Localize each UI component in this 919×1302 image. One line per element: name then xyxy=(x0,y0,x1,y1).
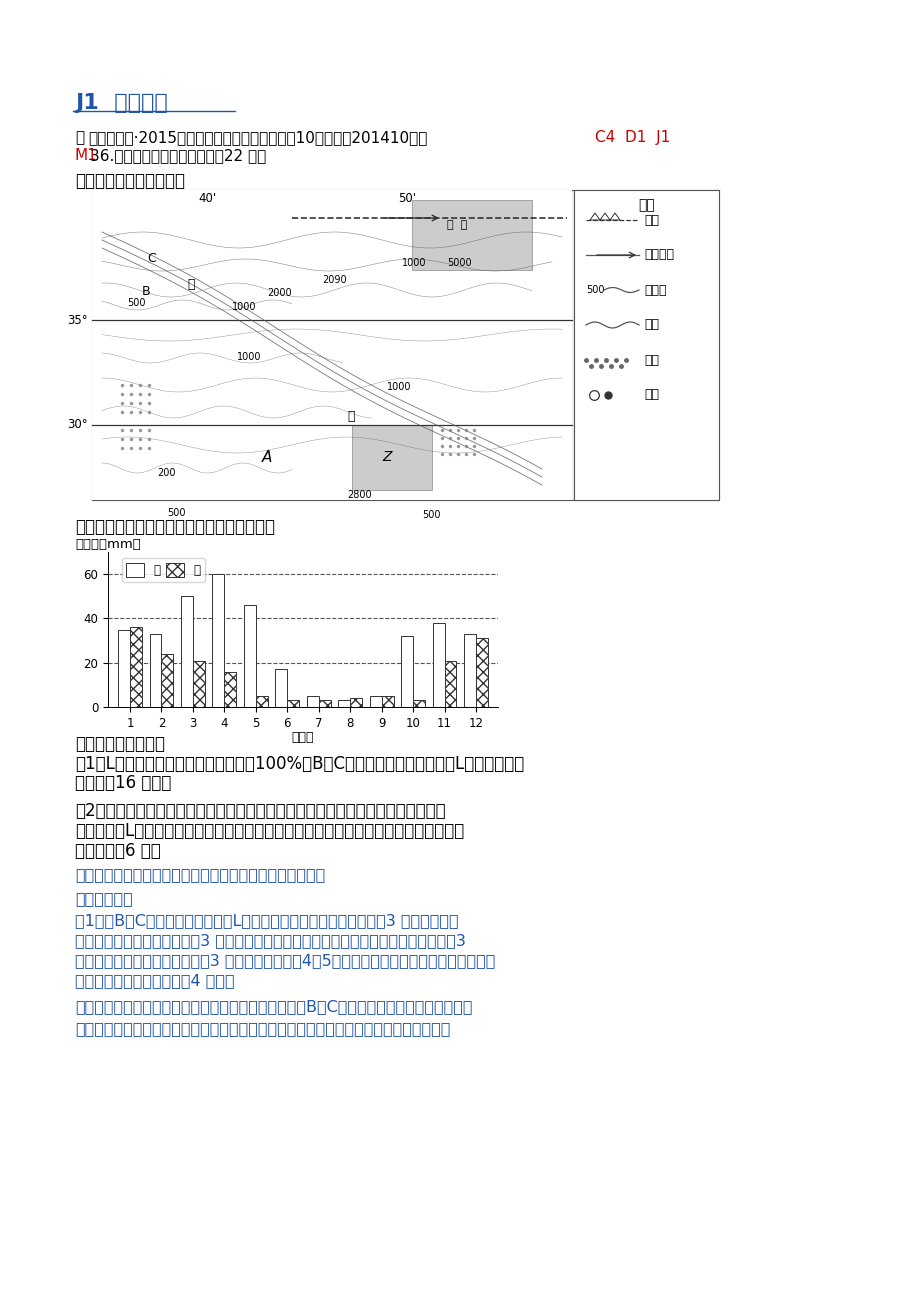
Bar xyxy=(463,634,475,707)
Text: 等高线: 等高线 xyxy=(643,284,665,297)
Text: 2090: 2090 xyxy=(322,275,346,285)
Text: 春季积雪融化补充河流）（4 分）。: 春季积雪融化补充河流）（4 分）。 xyxy=(75,973,234,988)
Bar xyxy=(92,190,572,500)
Bar xyxy=(338,700,350,707)
Text: 500: 500 xyxy=(127,298,145,309)
Text: 1000: 1000 xyxy=(232,302,256,312)
Text: （1）（B、C两国位于河流上游）L河上游为山地高原，距离海洋近（3 分），冬季受: （1）（B、C两国位于河流上游）L河上游为山地高原，距离海洋近（3 分），冬季受 xyxy=(75,913,459,928)
Text: 36.根据材料完成下列各题。（22 分）: 36.根据材料完成下列各题。（22 分） xyxy=(90,148,266,163)
Text: 2000: 2000 xyxy=(267,288,291,298)
Text: 500: 500 xyxy=(422,510,440,519)
Polygon shape xyxy=(609,214,619,220)
Text: 35°: 35° xyxy=(67,314,88,327)
Text: 1000: 1000 xyxy=(237,352,261,362)
Polygon shape xyxy=(589,214,599,220)
Bar xyxy=(275,669,287,707)
Text: 输油方向: 输油方向 xyxy=(643,249,674,262)
Text: 沙漠: 沙漠 xyxy=(643,354,658,366)
Bar xyxy=(381,697,393,707)
Bar xyxy=(432,622,444,707)
Text: 乙: 乙 xyxy=(346,410,354,423)
Bar xyxy=(306,697,318,707)
Text: 为主，气候类型为地中海气候，冬春季受盛行西风的影响，降水较多，同时春季冰雪融水: 为主，气候类型为地中海气候，冬春季受盛行西风的影响，降水较多，同时春季冰雪融水 xyxy=(75,1021,450,1036)
Text: 甲: 甲 xyxy=(187,279,194,292)
Text: 据材料回答下列问题: 据材料回答下列问题 xyxy=(75,736,165,753)
Text: 材料二：甲、乙二城市的月平均降水量资料。: 材料二：甲、乙二城市的月平均降水量资料。 xyxy=(75,518,275,536)
Bar xyxy=(92,190,719,500)
Bar xyxy=(401,637,413,707)
Bar xyxy=(150,634,162,707)
Text: Z: Z xyxy=(381,450,391,464)
Text: 里  海: 里 海 xyxy=(447,220,467,230)
Text: 文综地理卷·2015届黑龙江省大庆铁人中学高三10月月考（201410）】: 文综地理卷·2015届黑龙江省大庆铁人中学高三10月月考（201410）】 xyxy=(88,130,427,145)
Text: 5000: 5000 xyxy=(447,258,471,268)
Text: 2800: 2800 xyxy=(346,490,371,500)
Bar xyxy=(573,190,719,500)
Text: 《知识点》本题考查河流汜期、气候特征、农业区位分析。: 《知识点》本题考查河流汜期、气候特征、农业区位分析。 xyxy=(75,867,325,881)
Text: 图例: 图例 xyxy=(638,198,654,212)
Bar xyxy=(118,629,130,707)
Polygon shape xyxy=(599,214,609,220)
Text: 国界: 国界 xyxy=(643,214,658,227)
Bar xyxy=(255,697,267,707)
Bar xyxy=(444,660,456,707)
Bar xyxy=(287,700,299,707)
Legend: 甲, 乙: 甲, 乙 xyxy=(121,557,205,582)
Text: 长习性。（6 分）: 长习性。（6 分） xyxy=(75,842,161,861)
Text: 材料一：世界某区域图。: 材料一：世界某区域图。 xyxy=(75,172,185,190)
Text: B: B xyxy=(142,285,151,298)
Text: 酒的原料。L河中游流域地区是世界上最大的枣椰产区，根据其分布区位，推测枣椰的生: 酒的原料。L河中游流域地区是世界上最大的枣椰产区，根据其分布区位，推测枣椰的生 xyxy=(75,822,464,840)
Bar xyxy=(318,700,330,707)
Bar xyxy=(412,201,531,270)
Text: 500: 500 xyxy=(167,508,186,518)
Bar xyxy=(212,574,224,707)
Text: 河流: 河流 xyxy=(643,319,658,332)
Text: 解析：根据图中经纬线信息可知，该地位于西亚地区。B、C两国位于河流上游，以山地高原: 解析：根据图中经纬线信息可知，该地位于西亚地区。B、C两国位于河流上游，以山地高… xyxy=(75,999,472,1014)
Text: 200: 200 xyxy=(157,467,176,478)
Text: 1000: 1000 xyxy=(387,381,411,392)
Text: 40': 40' xyxy=(198,191,216,204)
Text: 分），少支流汇入，水补充少（3 分）。每年春季（4～5月）为汜期（原因：冬春季节降水多、: 分），少支流汇入，水补充少（3 分）。每年春季（4～5月）为汜期（原因：冬春季节… xyxy=(75,953,494,967)
Bar xyxy=(350,698,362,707)
X-axis label: （月）: （月） xyxy=(291,732,314,745)
Bar xyxy=(162,654,173,707)
Text: 西风影响明显，降水量较大（3 分）；下游流经热带沙漠气候区，降水量少，蝇发量大（3: 西风影响明显，降水量较大（3 分）；下游流经热带沙漠气候区，降水量少，蝇发量大（… xyxy=(75,934,465,948)
Bar xyxy=(130,628,142,707)
Text: C4  D1  J1: C4 D1 J1 xyxy=(595,130,670,145)
Text: （1）L河流经三个国家，其入海水量近100%自B、C两国。请分析原因并推测L河汜汏期出现: （1）L河流经三个国家，其入海水量近100%自B、C两国。请分析原因并推测L河汜… xyxy=(75,755,524,773)
Bar xyxy=(413,700,425,707)
Text: 1000: 1000 xyxy=(402,258,426,268)
Bar xyxy=(181,596,193,707)
Text: 【: 【 xyxy=(75,130,84,145)
Text: 《答案解析》: 《答案解析》 xyxy=(75,891,132,906)
Text: 30°: 30° xyxy=(67,418,88,431)
Bar xyxy=(475,638,487,707)
Bar xyxy=(369,697,381,707)
Text: （2）枣椰树果实枣含糖率高，营养丰富，果实产量高；既可作簮食，又是制糖、酿: （2）枣椰树果实枣含糖率高，营养丰富，果实产量高；既可作簮食，又是制糖、酿 xyxy=(75,802,445,820)
Text: M1: M1 xyxy=(75,148,97,163)
Text: J1  农业区位: J1 农业区位 xyxy=(75,92,167,113)
Bar xyxy=(224,672,236,707)
Text: 50': 50' xyxy=(398,191,415,204)
Text: C: C xyxy=(147,253,155,266)
Bar xyxy=(244,605,255,707)
Bar xyxy=(352,424,432,490)
Text: 的季节（16 分）。: 的季节（16 分）。 xyxy=(75,773,171,792)
Text: 500: 500 xyxy=(585,285,604,296)
Text: 城市: 城市 xyxy=(643,388,658,401)
Text: A: A xyxy=(262,450,272,465)
Text: 降水量（mm）: 降水量（mm） xyxy=(75,538,141,551)
Bar xyxy=(193,660,205,707)
